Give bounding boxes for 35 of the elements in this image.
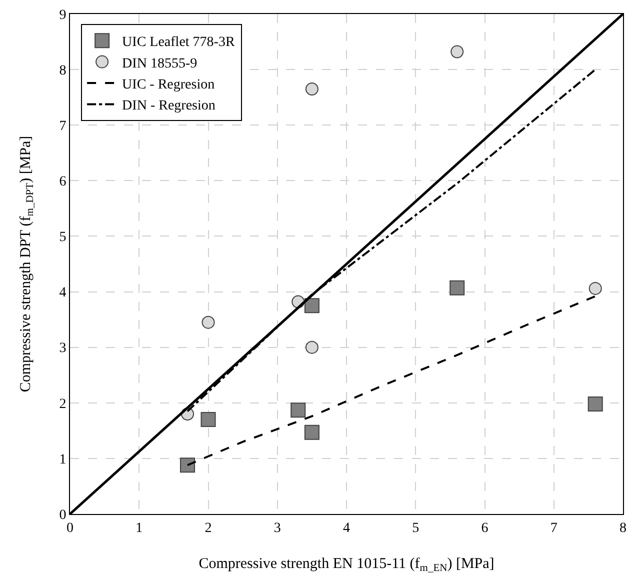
y-tick-label: 1 bbox=[59, 452, 66, 468]
x-tick-label: 2 bbox=[204, 520, 212, 536]
y-tick-label: 3 bbox=[59, 341, 66, 356]
y-tick-label: 9 bbox=[59, 8, 66, 23]
point bbox=[202, 316, 215, 329]
point bbox=[290, 402, 306, 418]
y-tick-label: 4 bbox=[59, 286, 66, 301]
point bbox=[304, 424, 320, 440]
point bbox=[180, 458, 196, 473]
point bbox=[305, 82, 318, 96]
y-tick-label: 6 bbox=[59, 174, 66, 190]
x-tick-label: 1 bbox=[136, 520, 143, 536]
legend-label: DIN - Regresion bbox=[122, 98, 216, 114]
x-tick-label: 7 bbox=[550, 520, 558, 536]
x-tick-label: 6 bbox=[481, 520, 488, 536]
point bbox=[304, 298, 320, 314]
point bbox=[588, 282, 602, 295]
y-tick-label: 5 bbox=[59, 230, 66, 246]
x-tick-label: 8 bbox=[620, 520, 626, 536]
x-tick-label: 3 bbox=[274, 520, 281, 536]
legend-label: DIN 18555-9 bbox=[122, 56, 198, 72]
legend-label: UIC - Regresion bbox=[122, 77, 215, 92]
y-tick-label: 8 bbox=[59, 63, 66, 78]
y-tick-label: 0 bbox=[59, 508, 66, 523]
y-tick-label: 2 bbox=[59, 396, 66, 412]
point bbox=[305, 340, 318, 354]
x-tick-label: 4 bbox=[343, 520, 350, 536]
y-tick-label: 7 bbox=[59, 119, 66, 134]
point bbox=[450, 280, 465, 296]
x-tick-label: 5 bbox=[412, 520, 420, 536]
legend-label: UIC Leaflet 778-3R bbox=[122, 35, 236, 50]
point bbox=[588, 396, 603, 412]
point bbox=[450, 45, 464, 58]
point bbox=[200, 412, 216, 428]
x-axis-title: Compressive strength EN 1015-11 (f$_{m_EN}$) [MPa] bbox=[198, 556, 494, 574]
